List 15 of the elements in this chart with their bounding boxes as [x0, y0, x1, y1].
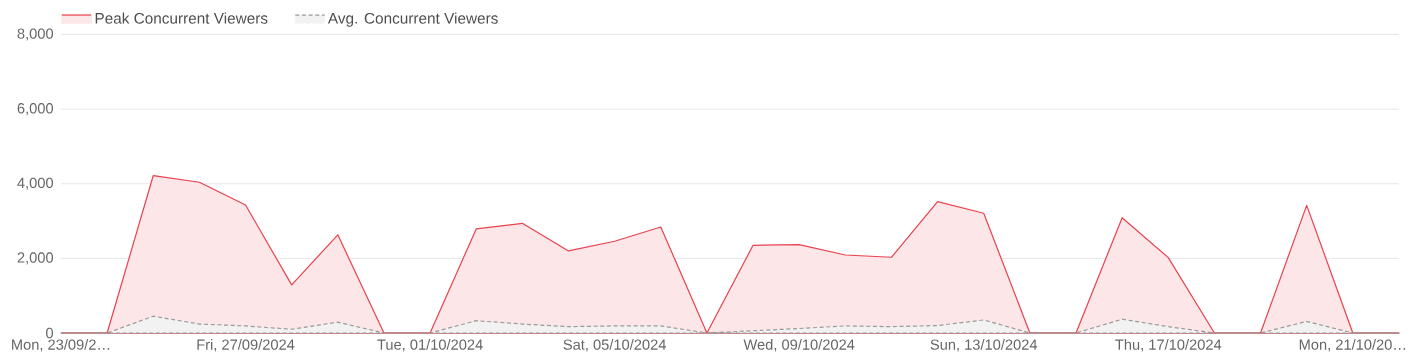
x-tick-label: Mon, 23/09/2… [12, 339, 110, 352]
legend-label: Avg. Concurrent Viewers [327, 12, 498, 27]
x-tick-label: Sat, 05/10/2024 [563, 339, 666, 352]
x-tick-label: Sun, 13/10/2024 [930, 339, 1038, 352]
x-tick-label: Tue, 01/10/2024 [377, 339, 483, 352]
x-tick-label: Fri, 27/09/2024 [197, 339, 295, 352]
x-tick-label: Wed, 09/10/2024 [743, 339, 855, 352]
y-tick-label: 0 [46, 327, 54, 339]
y-tick-label: 8,000 [17, 28, 54, 41]
x-tick-label: Mon, 21/10/20… [1299, 339, 1406, 352]
y-tick-label: 6,000 [17, 103, 54, 116]
y-tick-label: 4,000 [17, 177, 54, 190]
y-tick-label: 2,000 [17, 252, 54, 265]
legend-label: Peak Concurrent Viewers [95, 12, 268, 24]
x-tick-label: Thu, 17/10/2024 [1115, 339, 1222, 352]
